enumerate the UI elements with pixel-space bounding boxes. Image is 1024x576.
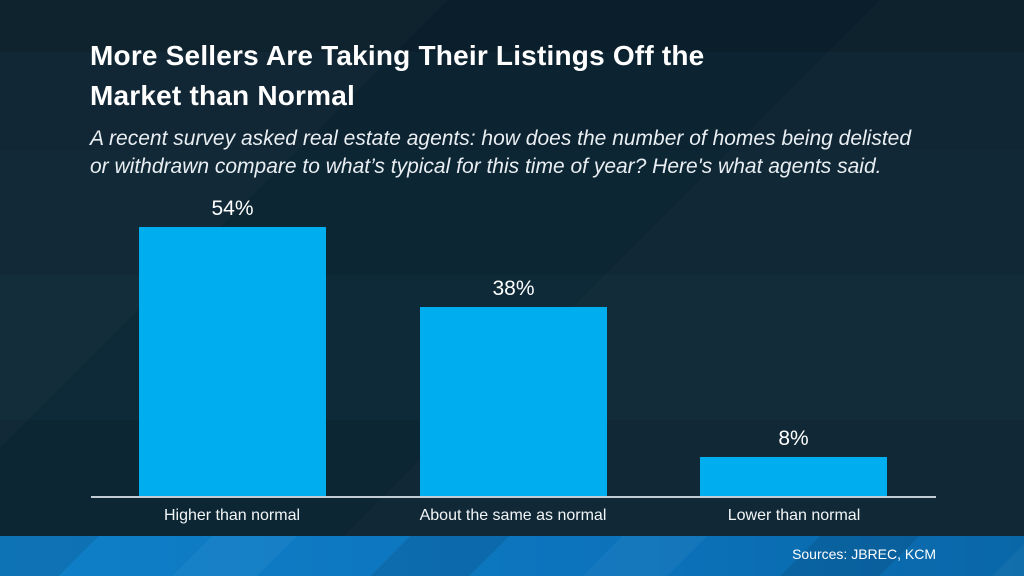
source-attribution: Sources: JBREC, KCM (792, 546, 936, 562)
x-axis-line (91, 496, 936, 498)
bar-value-label: 8% (778, 427, 809, 450)
bar-value-label: 38% (492, 277, 535, 300)
bar-value-label: 54% (211, 197, 254, 220)
slide-subtitle: A recent survey asked real estate agents… (90, 127, 912, 178)
category-label-higher-than-normal: Higher than normal (163, 507, 301, 524)
bar-group-lower-than-normal: 8% (700, 427, 887, 497)
category-label-lower-than-normal: Lower than normal (727, 507, 861, 524)
footer-band: Sources: JBREC, KCM (0, 536, 1024, 576)
bar-group-about-same-as-normal: 38% (420, 277, 607, 497)
slide-title: More Sellers Are Taking Their Listings O… (90, 40, 705, 111)
category-label-about-same-as-normal: About the same as normal (419, 507, 607, 524)
bar-lower-than-normal (700, 457, 887, 497)
bar-higher-than-normal (139, 227, 326, 497)
bar-about-same-as-normal (420, 307, 607, 497)
bar-group-higher-than-normal: 54% (139, 197, 326, 497)
